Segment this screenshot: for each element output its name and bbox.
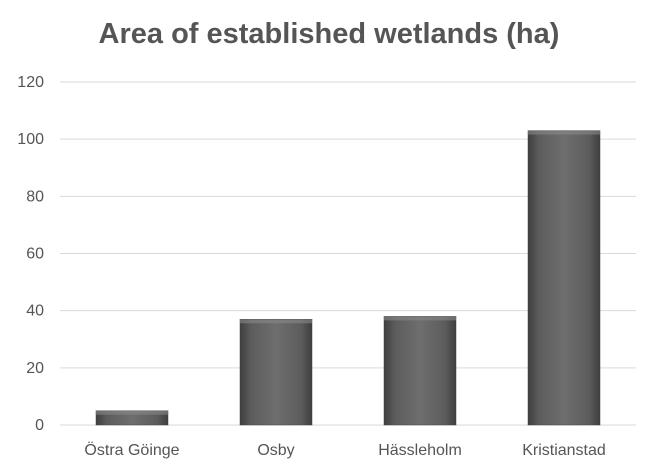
x-tick-label: Osby [257, 442, 294, 459]
x-tick-label: Kristianstad [522, 442, 606, 459]
bar-top-highlight [528, 130, 600, 135]
chart-title: Area of established wetlands (ha) [98, 18, 560, 50]
y-tick-label: 80 [26, 188, 44, 205]
bars [95, 130, 601, 426]
bar-3 [527, 130, 601, 426]
y-tick-label: 20 [26, 360, 44, 377]
y-tick-label: 0 [35, 417, 44, 434]
y-tick-label: 100 [17, 131, 44, 148]
bar-top-highlight [384, 316, 456, 321]
bar-top-highlight [240, 319, 312, 324]
x-tick-label: Hässleholm [378, 442, 462, 459]
x-tick-label: Östra Göinge [84, 441, 179, 459]
y-tick-label: 120 [17, 74, 44, 91]
y-tick-label: 40 [26, 303, 44, 320]
x-axis: Östra Göinge Osby Hässleholm Kristianstad [84, 441, 605, 459]
bar-1 [239, 318, 313, 426]
bar-top-highlight [96, 410, 168, 415]
y-tick-label: 60 [26, 246, 44, 263]
y-axis: 0 20 40 60 80 100 120 [17, 74, 44, 434]
bar-2 [383, 316, 457, 426]
